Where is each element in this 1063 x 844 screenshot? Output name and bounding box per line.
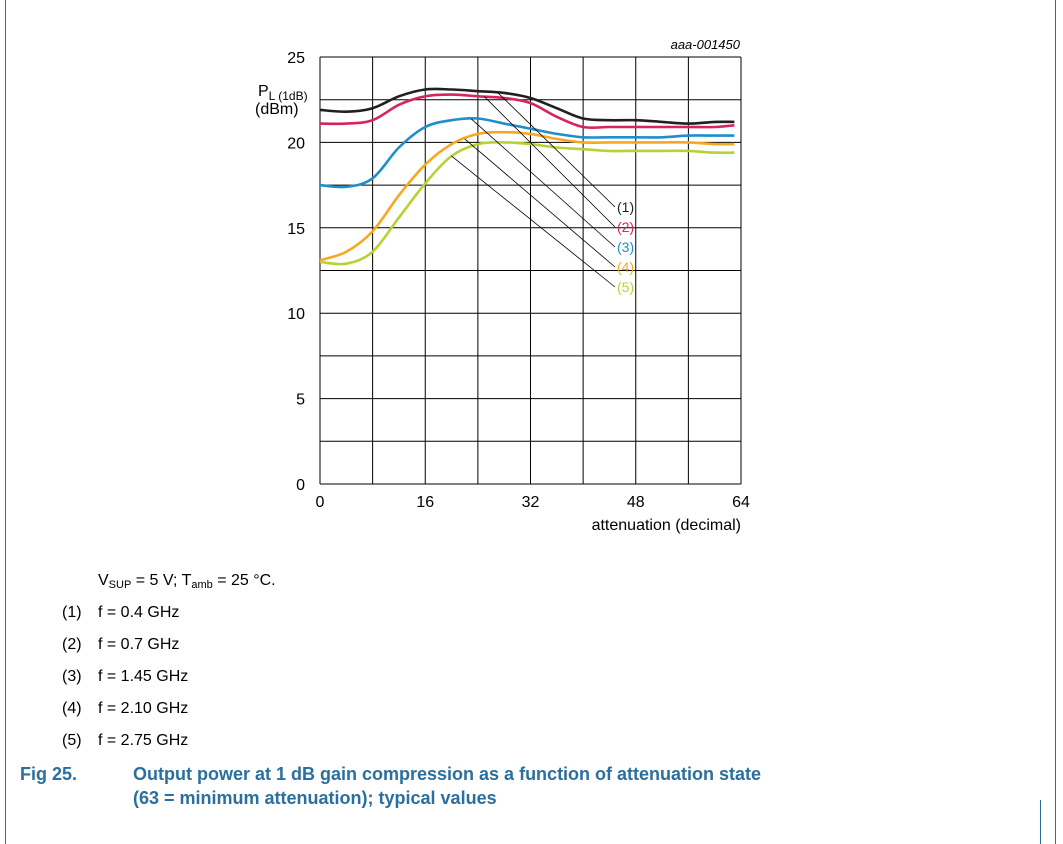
legend-item-text: f = 0.4 GHz bbox=[98, 604, 180, 621]
legend-item-text: f = 2.10 GHz bbox=[98, 700, 189, 717]
x-tick-label: 32 bbox=[522, 494, 540, 511]
legend-item-text: f = 2.75 GHz bbox=[98, 732, 189, 749]
tamb-symbol: T bbox=[181, 572, 192, 589]
series-label-2: (2) bbox=[617, 219, 634, 235]
series-line-5 bbox=[319, 141, 735, 266]
chart-grid bbox=[319, 56, 742, 485]
series-line-1 bbox=[319, 87, 735, 125]
legend-item-number: (1) bbox=[62, 604, 82, 621]
leader-line-5 bbox=[451, 155, 616, 288]
series-label-5: (5) bbox=[617, 279, 634, 295]
chart-leader-lines bbox=[451, 92, 616, 288]
x-tick-label: 48 bbox=[627, 494, 645, 511]
legend-item-number: (4) bbox=[62, 700, 82, 717]
x-axis-label: attenuation (decimal) bbox=[592, 517, 741, 534]
figure-number: Fig 25. bbox=[20, 764, 78, 784]
x-tick-label: 0 bbox=[316, 494, 325, 511]
chart-series-labels: (1) (2) (3) (4) (5) bbox=[617, 199, 634, 295]
legend-item-number: (5) bbox=[62, 732, 82, 749]
leader-line-2 bbox=[484, 96, 616, 228]
vsup-subscript: SUP bbox=[108, 579, 132, 591]
series-line-2 bbox=[319, 93, 735, 130]
y-axis-unit: (dBm) bbox=[255, 101, 299, 118]
legend-item-number: (2) bbox=[62, 636, 82, 653]
leader-line-1 bbox=[497, 92, 616, 208]
figure-caption: Fig 25. Output power at 1 dB gain compres… bbox=[20, 762, 761, 810]
tamb-subscript: amb bbox=[191, 579, 213, 591]
frame-right-border bbox=[1055, 0, 1056, 844]
leader-line-4 bbox=[464, 138, 616, 268]
legend-item: (5) f = 2.75 GHz bbox=[62, 732, 188, 764]
legend-item-text: f = 0.7 GHz bbox=[98, 636, 180, 653]
chart-tick-labels: 0 16 32 48 64 0 5 10 15 20 25 bbox=[287, 50, 750, 511]
legend-item: (1) f = 0.4 GHz bbox=[62, 604, 188, 636]
figure-title-line-1: Output power at 1 dB gain compression as… bbox=[133, 764, 762, 784]
legend-item-text: f = 1.45 GHz bbox=[98, 668, 189, 685]
y-tick-label: 25 bbox=[287, 50, 305, 67]
leader-line-3 bbox=[471, 118, 616, 248]
tamb-value: = 25 °C. bbox=[212, 572, 276, 589]
y-tick-label: 10 bbox=[287, 306, 305, 323]
measurement-conditions: VSUP = 5 V; Tamb = 25 °C. bbox=[98, 572, 276, 591]
series-label-1: (1) bbox=[617, 199, 634, 215]
chart-series bbox=[319, 87, 735, 266]
y-tick-label: 5 bbox=[296, 392, 305, 409]
legend-item-number: (3) bbox=[62, 668, 82, 685]
legend-list: (1) f = 0.4 GHz (2) f = 0.7 GHz (3) f = 1.4… bbox=[62, 604, 188, 764]
y-axis-label-subscript: L (1dB) bbox=[269, 89, 308, 103]
frame-bottom-right-border bbox=[1040, 800, 1041, 844]
series-line-4 bbox=[319, 130, 735, 262]
y-tick-label: 0 bbox=[296, 477, 305, 494]
vsup-symbol: V bbox=[98, 572, 109, 589]
x-tick-label: 64 bbox=[732, 494, 750, 511]
frame-left-border bbox=[5, 0, 6, 844]
legend-item: (3) f = 1.45 GHz bbox=[62, 668, 188, 700]
x-tick-label: 16 bbox=[416, 494, 434, 511]
y-tick-label: 20 bbox=[287, 135, 305, 152]
series-label-3: (3) bbox=[617, 239, 634, 255]
figure-caption-line-1: Fig 25. Output power at 1 dB gain compres… bbox=[20, 762, 761, 786]
chart-code: aaa-001450 bbox=[671, 37, 741, 52]
legend-item: (4) f = 2.10 GHz bbox=[62, 700, 188, 732]
legend-item: (2) f = 0.7 GHz bbox=[62, 636, 188, 668]
y-tick-label: 15 bbox=[287, 221, 305, 238]
y-axis-label-symbol: P bbox=[258, 83, 269, 100]
series-line-3 bbox=[319, 117, 735, 189]
y-axis-label: PL (1dB) bbox=[258, 83, 308, 103]
series-label-4: (4) bbox=[617, 259, 634, 275]
vsup-value: = 5 V; bbox=[131, 572, 182, 589]
figure-title-line-2: (63 = minimum attenuation); typical valu… bbox=[133, 788, 497, 808]
